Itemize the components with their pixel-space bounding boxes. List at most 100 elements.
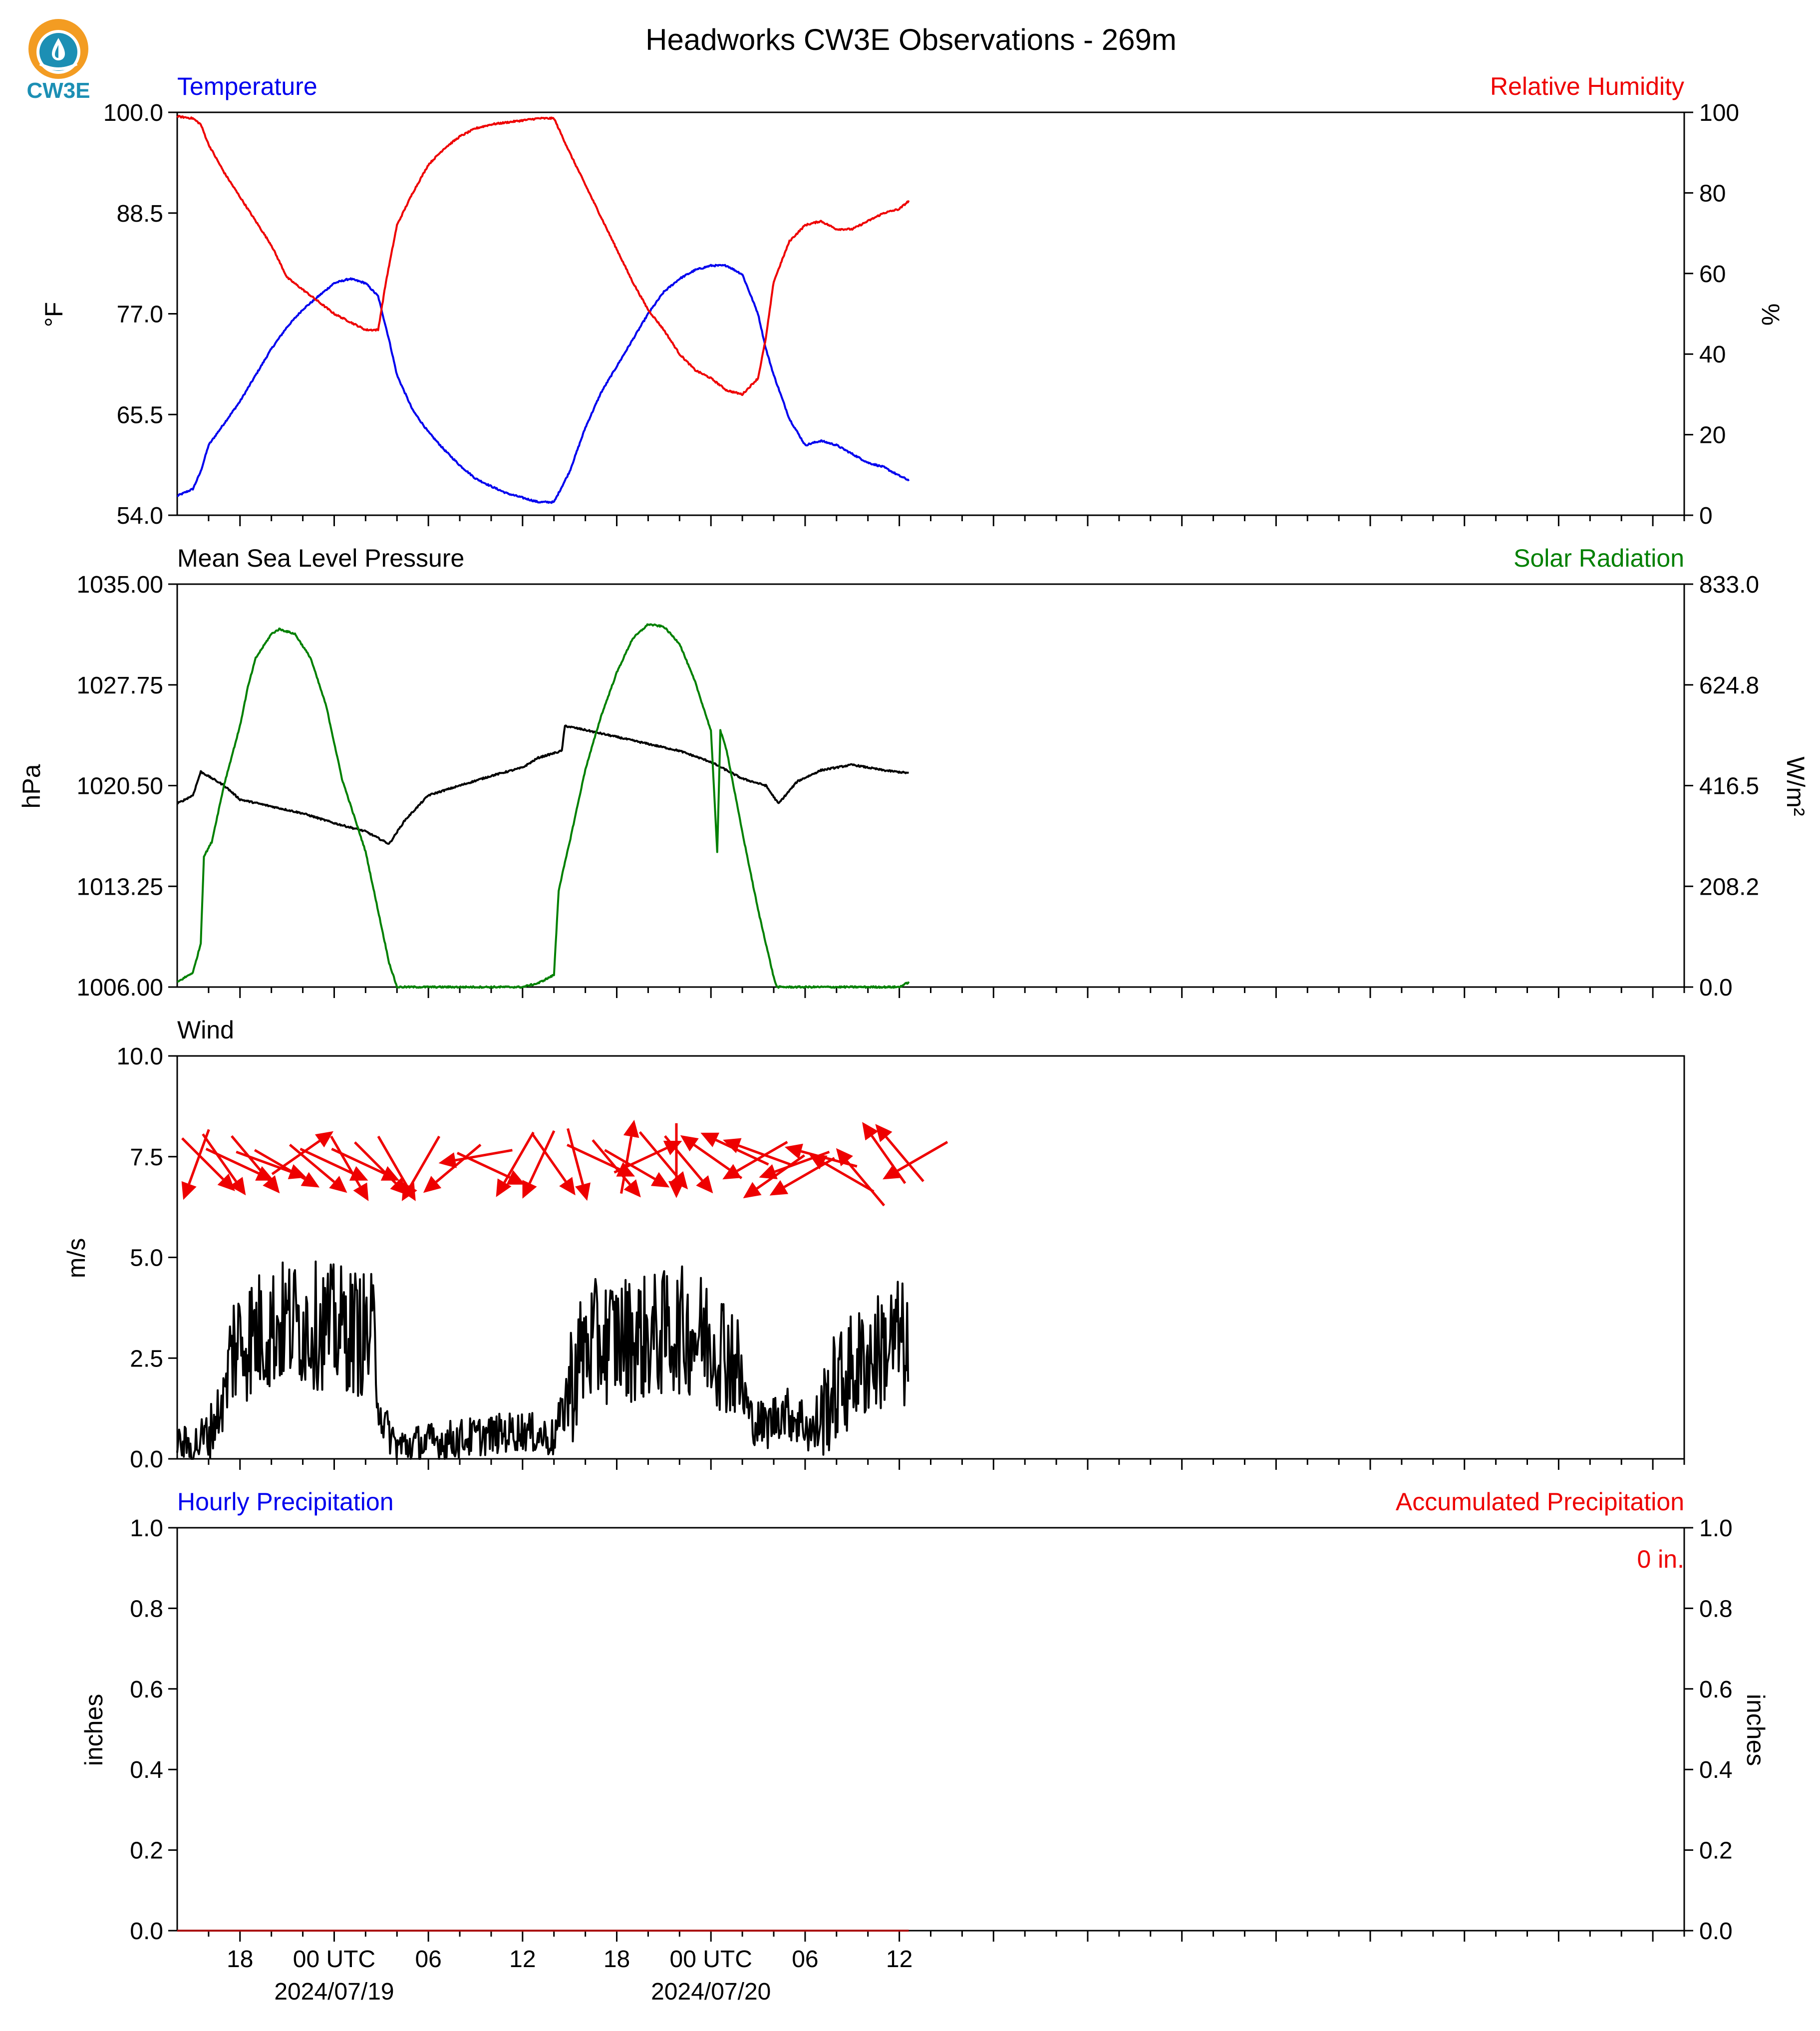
series-line-mean-sea-level-pressure [176, 724, 909, 845]
y-tick-label-left: 54.0 [117, 503, 163, 529]
series-line-solar-radiation [177, 623, 910, 989]
wind-arrow [809, 1154, 875, 1193]
wind-arrow-shaft [181, 1137, 224, 1180]
y-tick-label-left: 0.0 [130, 1446, 163, 1473]
y-axis-label-left: hPa [17, 764, 45, 808]
panel-precipitation-marks: 0.0 0.2 0.4 0.6 0.8 1.0 0.0 0.2 0.4 0.6 0.8 1.0 [130, 1515, 1732, 1945]
wind-arrow-head [559, 1177, 576, 1196]
wind-arrow-head [696, 1175, 713, 1194]
panel-left-title: Mean Sea Level Pressure [177, 544, 464, 572]
y-axis-label-right: % [1757, 304, 1785, 326]
precipitation-panel: Hourly Precipitation Accumulated Precipi… [80, 1488, 1770, 1766]
wind-panel: Wind m/s [62, 1016, 234, 1278]
series-line-wind-speed [176, 1260, 910, 1460]
wind-arrow [664, 1135, 713, 1194]
series-line-temperature [177, 264, 910, 504]
x-tick-date-label: 2024/07/20 [651, 1979, 771, 2005]
panel-pressure-solar-marks: 1006.00 1013.25 1020.50 1027.75 1035.00 0.0 20… [76, 572, 1759, 1001]
x-tick-label: 06 [415, 1946, 441, 1973]
series-line-relative-humidity [176, 115, 910, 396]
wind-arrow-head [229, 1177, 246, 1196]
wind-arrow-shaft [435, 1143, 482, 1183]
y-tick-label-left: 1035.00 [76, 572, 163, 598]
y-tick-label-left: 0.0 [130, 1918, 163, 1945]
wind-arrow-head [623, 1179, 641, 1198]
wind-arrow-shaft [330, 1135, 361, 1187]
wind-arrow-head [883, 1164, 902, 1180]
wind-arrow-head [722, 1164, 741, 1180]
wind-arrow-shaft [885, 1136, 924, 1182]
wind-arrow [668, 1123, 684, 1198]
wind-arrow-shaft [205, 1147, 260, 1175]
y-tick-label-left: 88.5 [117, 201, 163, 227]
wind-arrow-shaft [300, 1147, 353, 1175]
wind-arrow-shaft [289, 1143, 335, 1183]
wind-arrow-shaft [567, 1128, 584, 1185]
panel-right-title: Relative Humidity [1490, 72, 1684, 100]
x-axis-labels: 18 00 UTC 2024/07/19 06 12 18 00 UTC 2024/07/20… [227, 1946, 912, 2005]
wind-arrow-head [700, 1132, 719, 1147]
y-tick-label-right: 833.0 [1699, 572, 1759, 598]
wind-arrow-shaft [455, 1149, 513, 1162]
y-tick-label-right: 20 [1699, 422, 1726, 449]
wind-arrow-shaft [377, 1135, 408, 1187]
panel-temperature-humidity-marks: 54.0 65.5 77.0 88.5 100.0 0 20 40 60 80 100 [103, 100, 1739, 529]
wind-arrow-shaft [823, 1161, 875, 1193]
x-tick-label: 00 UTC [670, 1946, 752, 1973]
logo-text: CW3E [26, 78, 90, 103]
wind-arrow-shaft [531, 1133, 567, 1182]
wind-arrow-head [623, 1119, 639, 1138]
wind-arrow [438, 1149, 513, 1168]
wind-arrow-head [301, 1172, 320, 1188]
y-tick-label-left: 77.0 [117, 302, 163, 328]
wind-arrow [456, 1152, 525, 1185]
y-tick-label-right: 208.2 [1699, 874, 1759, 900]
wind-arrow-head [784, 1143, 803, 1159]
wind-arrow-head [862, 1122, 879, 1141]
y-tick-label-right: 100 [1699, 100, 1739, 126]
wind-arrow-shaft [567, 1143, 620, 1171]
wind-arrow [700, 1132, 769, 1166]
y-tick-label-left: 100.0 [103, 100, 163, 126]
x-tick-label: 00 UTC [293, 1946, 375, 1973]
wind-arrow-head [288, 1164, 307, 1179]
x-tick-label: 18 [227, 1946, 253, 1973]
y-tick-label-left: 0.8 [130, 1596, 163, 1622]
y-tick-label-left: 0.4 [130, 1757, 163, 1783]
figure-title: Headworks CW3E Observations - 269m [645, 23, 1177, 56]
y-tick-label-left: 1.0 [130, 1515, 163, 1542]
wind-arrow [567, 1128, 591, 1201]
pressure-solar-panel: Mean Sea Level Pressure Solar Radiation … [17, 544, 1810, 816]
wind-arrow [496, 1131, 535, 1197]
wind-arrow-head [438, 1152, 457, 1168]
y-tick-label-right: 0.4 [1699, 1757, 1733, 1783]
wind-arrow [722, 1141, 788, 1180]
wind-arrow-head [759, 1164, 778, 1179]
wind-arrow [254, 1149, 320, 1188]
wind-arrow-shaft [736, 1141, 788, 1172]
wind-arrow-shaft [409, 1135, 441, 1187]
y-tick-label-left: 1027.75 [76, 673, 163, 699]
y-tick-label-right: 0.6 [1699, 1677, 1733, 1703]
y-tick-label-left: 7.5 [130, 1144, 163, 1171]
accumulated-total-annotation: 0 in. [1637, 1545, 1684, 1573]
wind-arrow [289, 1143, 347, 1193]
wind-arrow-head [836, 1148, 853, 1166]
wind-arrow-shaft [456, 1152, 511, 1179]
wind-arrow-shaft [715, 1139, 769, 1166]
wind-arrow [638, 1131, 688, 1190]
wind-arrow-shaft [528, 1130, 556, 1184]
y-tick-label-left: 65.5 [117, 402, 163, 428]
wind-arrow-head [496, 1178, 512, 1197]
x-tick-label: 12 [509, 1946, 536, 1973]
wind-arrow [883, 1141, 948, 1180]
wind-arrow-head [380, 1166, 400, 1181]
wind-direction-arrows [181, 1119, 948, 1207]
wind-arrow-head [680, 1135, 699, 1152]
wind-arrow-head [329, 1176, 347, 1193]
x-tick-label: 18 [604, 1946, 630, 1973]
wind-arrow [401, 1135, 441, 1201]
y-tick-label-left: 10.0 [117, 1043, 163, 1070]
wind-arrow-shaft [254, 1149, 305, 1180]
x-tick-label: 06 [792, 1946, 818, 1973]
